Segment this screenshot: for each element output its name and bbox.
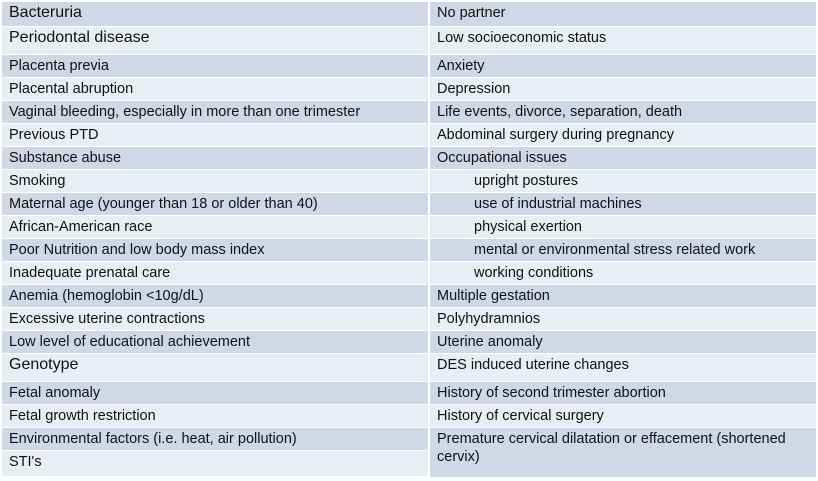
table-cell: Periodontal disease: [2, 27, 428, 55]
table-cell: Placenta previa: [2, 55, 428, 78]
table-cell: History of cervical surgery: [430, 405, 816, 428]
table-cell: working conditions: [430, 262, 816, 285]
table-cell: Life events, divorce, separation, death: [430, 101, 816, 124]
table-cell: Inadequate prenatal care: [2, 262, 428, 285]
table-cell: Depression: [430, 78, 816, 101]
table-cell: Poor Nutrition and low body mass index: [2, 239, 428, 262]
table-cell: Anxiety: [430, 55, 816, 78]
table-cell: History of second trimester abortion: [430, 382, 816, 405]
right-column: No partner Low socioeconomic status Anxiet…: [430, 2, 816, 478]
table-cell: Genotype: [2, 354, 428, 382]
table-cell: Smoking: [2, 170, 428, 193]
table-cell: Occupational issues: [430, 147, 816, 170]
table-cell: Low level of educational achievement: [2, 331, 428, 354]
table-cell: Low socioeconomic status: [430, 27, 816, 55]
table-cell: Excessive uterine contractions: [2, 308, 428, 331]
table-cell: Premature cervical dilatation or effacem…: [430, 428, 816, 478]
table-cell: Fetal growth restriction: [2, 405, 428, 428]
table-cell: Anemia (hemoglobin <10g/dL): [2, 285, 428, 308]
table-cell: African-American race: [2, 216, 428, 239]
table-cell: Placental abruption: [2, 78, 428, 101]
table-cell: Substance abuse: [2, 147, 428, 170]
table-cell: DES induced uterine changes: [430, 354, 816, 382]
table-cell: Abdominal surgery during pregnancy: [430, 124, 816, 147]
table-cell: Bacteruria: [2, 2, 428, 27]
table-cell: Vaginal bleeding, especially in more tha…: [2, 101, 428, 124]
left-column: Bacteruria Periodontal disease Placenta pr…: [2, 2, 428, 477]
table-cell: mental or environmental stress related w…: [430, 239, 816, 262]
table-cell: Polyhydramnios: [430, 308, 816, 331]
table-cell: No partner: [430, 2, 816, 27]
table-cell: Fetal anomaly: [2, 382, 428, 405]
table-cell: Multiple gestation: [430, 285, 816, 308]
table-cell: physical exertion: [430, 216, 816, 239]
table-cell: Uterine anomaly: [430, 331, 816, 354]
table-cell: use of industrial machines: [430, 193, 816, 216]
table-cell: Previous PTD: [2, 124, 428, 147]
table-cell: Maternal age (younger than 18 or older t…: [2, 193, 428, 216]
table-cell: upright postures: [430, 170, 816, 193]
table-cell: Environmental factors (i.e. heat, air po…: [2, 428, 428, 451]
table-cell: STI's: [2, 451, 428, 477]
